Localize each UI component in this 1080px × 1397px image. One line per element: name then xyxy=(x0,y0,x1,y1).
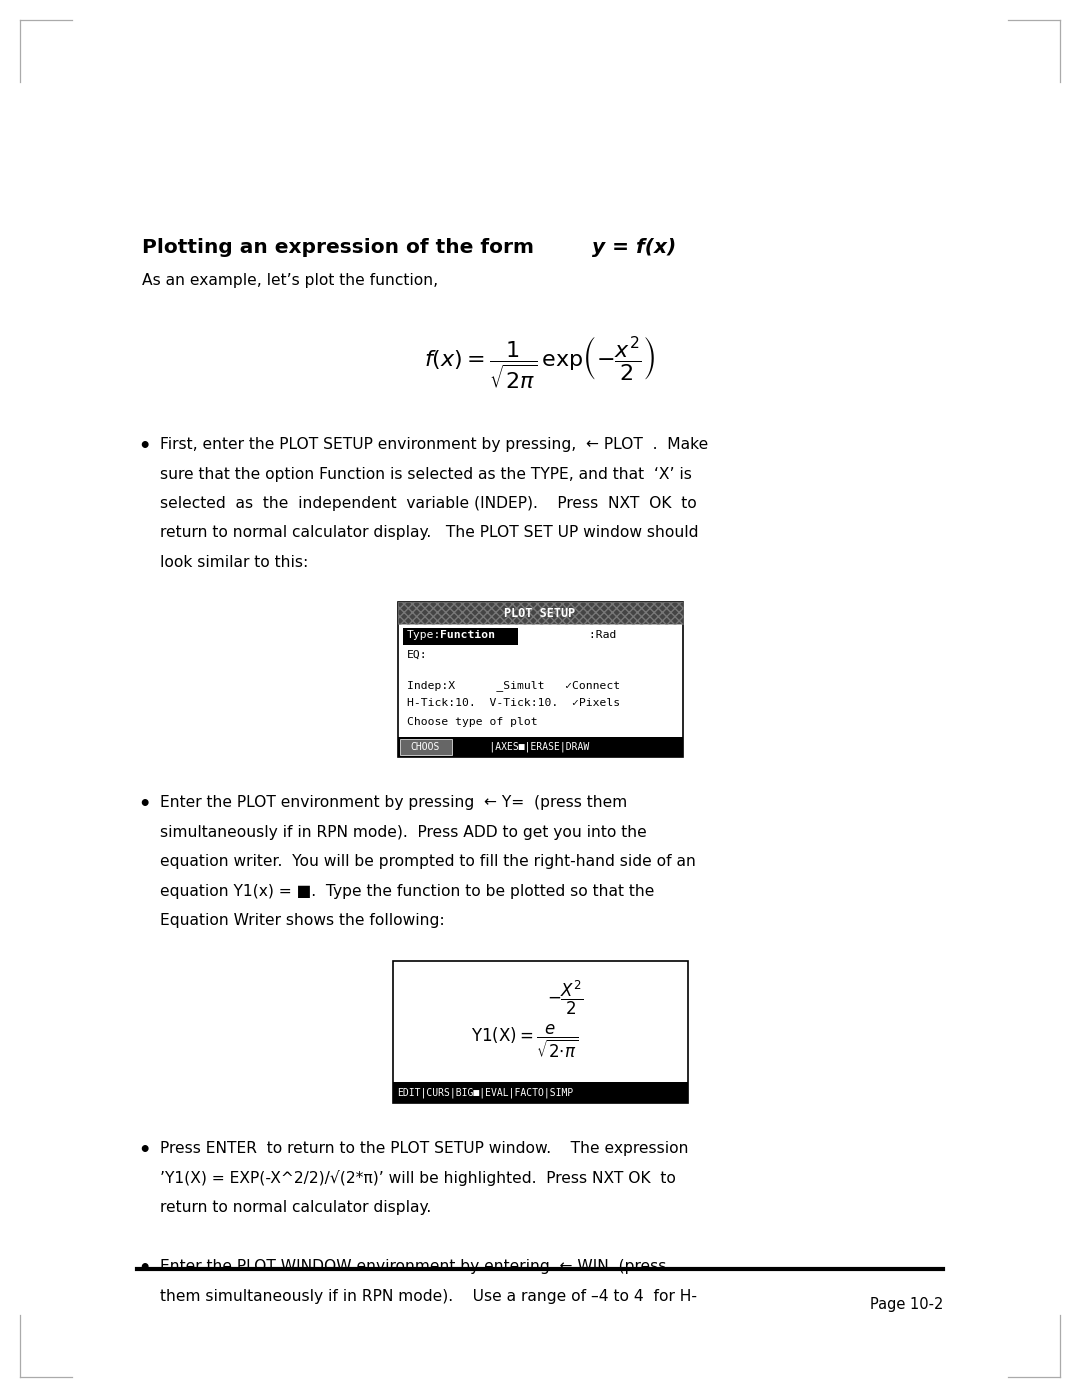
Text: Function: Function xyxy=(440,630,495,640)
Text: Page 10-2: Page 10-2 xyxy=(869,1296,943,1312)
Text: •: • xyxy=(138,1141,150,1160)
Text: EQ:: EQ: xyxy=(406,650,427,659)
Text: Enter the PLOT WINDOW environment by entering  ← WIN  (press: Enter the PLOT WINDOW environment by ent… xyxy=(160,1260,666,1274)
Text: As an example, let’s plot the function,: As an example, let’s plot the function, xyxy=(141,272,438,288)
Text: Choose type of plot: Choose type of plot xyxy=(406,717,537,726)
Text: them simultaneously if in RPN mode).    Use a range of –4 to 4  for H-: them simultaneously if in RPN mode). Use… xyxy=(160,1289,697,1303)
Text: EDIT|CURS|BIG■|EVAL|FACTO|SIMP: EDIT|CURS|BIG■|EVAL|FACTO|SIMP xyxy=(397,1087,573,1098)
Text: :Rad: :Rad xyxy=(581,630,616,640)
Text: $f(x) = \dfrac{1}{\sqrt{2\pi}}\,\exp\!\left(-\dfrac{x^2}{2}\right)$: $f(x) = \dfrac{1}{\sqrt{2\pi}}\,\exp\!\l… xyxy=(424,335,656,391)
Text: return to normal calculator display.   The PLOT SET UP window should: return to normal calculator display. The… xyxy=(160,525,699,541)
Text: •: • xyxy=(138,795,150,814)
Bar xyxy=(400,739,451,754)
Text: First, enter the PLOT SETUP environment by pressing,  ← PLOT  .  Make: First, enter the PLOT SETUP environment … xyxy=(160,437,708,453)
Text: Indep:X      _Simult   ✓Connect: Indep:X _Simult ✓Connect xyxy=(406,680,620,692)
Text: Equation Writer shows the following:: Equation Writer shows the following: xyxy=(160,914,445,929)
Text: y = f(x): y = f(x) xyxy=(592,237,676,257)
Text: CHOOS: CHOOS xyxy=(410,742,441,752)
Text: $-\dfrac{X^2}{2}$: $-\dfrac{X^2}{2}$ xyxy=(546,979,583,1017)
Bar xyxy=(403,629,517,645)
Bar xyxy=(397,738,683,757)
Bar xyxy=(392,961,688,1104)
Text: $\mathrm{Y1(X)=}\dfrac{e^{\quad}}{\sqrt{2{\cdot}\pi}}$: $\mathrm{Y1(X)=}\dfrac{e^{\quad}}{\sqrt{… xyxy=(471,1023,579,1060)
Bar xyxy=(397,602,683,624)
Text: •: • xyxy=(138,1260,150,1278)
Text: equation Y1(x) = ■.  Type the function to be plotted so that the: equation Y1(x) = ■. Type the function to… xyxy=(160,884,654,900)
Text: H-Tick:10.  V-Tick:10.  ✓Pixels: H-Tick:10. V-Tick:10. ✓Pixels xyxy=(406,698,620,708)
Text: equation writer.  You will be prompted to fill the right-hand side of an: equation writer. You will be prompted to… xyxy=(160,855,696,869)
Text: •: • xyxy=(138,437,150,455)
Text: simultaneously if in RPN mode).  Press ADD to get you into the: simultaneously if in RPN mode). Press AD… xyxy=(160,826,647,840)
Text: selected  as  the  independent  variable (INDEP).    Press  NXT  OK  to: selected as the independent variable (IN… xyxy=(160,496,697,511)
Text: look similar to this:: look similar to this: xyxy=(160,555,308,570)
Text: return to normal calculator display.: return to normal calculator display. xyxy=(160,1200,431,1215)
Text: Plotting an expression of the form: Plotting an expression of the form xyxy=(141,237,541,257)
Text: sure that the option Function is selected as the TYPE, and that  ‘X’ is: sure that the option Function is selecte… xyxy=(160,467,692,482)
Bar xyxy=(392,1083,688,1104)
Text: |AXES■|ERASE|DRAW: |AXES■|ERASE|DRAW xyxy=(459,742,589,753)
Text: Enter the PLOT environment by pressing  ← Y=  (press them: Enter the PLOT environment by pressing ←… xyxy=(160,795,627,810)
Text: Type:: Type: xyxy=(406,630,441,640)
Bar xyxy=(397,602,683,757)
Text: ’Y1(X) = EXP(-X^2/2)/√(2*π)’ will be highlighted.  Press NXT OK  to: ’Y1(X) = EXP(-X^2/2)/√(2*π)’ will be hig… xyxy=(160,1171,676,1186)
Text: PLOT SETUP: PLOT SETUP xyxy=(504,606,576,620)
Text: Press ENTER  to return to the PLOT SETUP window.    The expression: Press ENTER to return to the PLOT SETUP … xyxy=(160,1141,689,1155)
Bar xyxy=(397,602,683,624)
